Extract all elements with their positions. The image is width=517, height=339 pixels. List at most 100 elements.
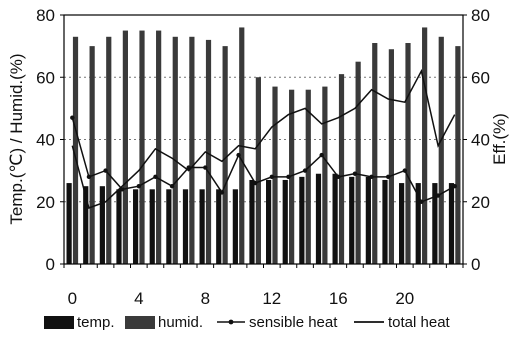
- x-tick-label: 0: [68, 289, 77, 308]
- y-axis-left: 0 20 40 60 80: [36, 6, 64, 274]
- bars: [66, 27, 461, 265]
- y-right-tick-label: 40: [471, 131, 490, 150]
- bar-temp: [349, 176, 355, 264]
- bar-temp: [415, 183, 421, 264]
- y-axis-right: 0 20 40 60 80: [463, 6, 490, 274]
- point-sensible-heat: [419, 199, 424, 204]
- point-sensible-heat: [369, 174, 374, 180]
- legend-label-humid: humid.: [158, 314, 203, 331]
- bar-humid: [172, 36, 178, 264]
- gridlines: [64, 76, 463, 203]
- legend-swatch-humid: [125, 316, 155, 329]
- legend-marker-sensible-heat: [228, 319, 234, 325]
- point-sensible-heat: [219, 190, 225, 195]
- point-sensible-heat: [402, 168, 408, 173]
- legend-label-temp: temp.: [77, 314, 115, 331]
- point-sensible-heat: [452, 183, 457, 189]
- bar-temp: [299, 176, 305, 264]
- legend-label-total-heat: total heat: [388, 314, 451, 331]
- bar-humid: [272, 86, 278, 265]
- x-tick-label: 12: [262, 289, 281, 308]
- bar-humid: [338, 74, 345, 264]
- y-left-tick-label: 60: [36, 68, 55, 87]
- bar-temp: [99, 186, 105, 264]
- y-axis-left-label: Temp.(℃) / Humid.(%): [7, 53, 26, 224]
- point-sensible-heat: [435, 193, 441, 198]
- legend-swatch-temp: [44, 316, 74, 329]
- bar-temp: [216, 189, 222, 264]
- point-sensible-heat: [336, 174, 341, 180]
- point-sensible-heat: [319, 152, 324, 158]
- y-left-tick-label: 0: [46, 255, 55, 274]
- bar-humid: [122, 30, 128, 264]
- bar-temp: [182, 189, 189, 264]
- point-sensible-heat: [86, 174, 92, 180]
- bar-temp: [249, 179, 255, 264]
- bar-humid: [305, 89, 311, 264]
- point-sensible-heat: [236, 152, 241, 158]
- bar-humid: [222, 46, 228, 264]
- bar-temp: [149, 189, 155, 264]
- x-tick-label: 20: [395, 289, 414, 308]
- x-axis: 0 4 8 12 16 20: [63, 264, 464, 308]
- bar-humid: [255, 77, 261, 264]
- bar-temp: [315, 173, 322, 264]
- bar-temp: [399, 183, 405, 264]
- y-right-tick-label: 0: [471, 255, 480, 274]
- bar-humid: [72, 36, 79, 264]
- y-left-tick-label: 20: [36, 193, 55, 212]
- point-sensible-heat: [385, 174, 391, 180]
- point-sensible-heat: [70, 115, 75, 120]
- legend: temp. humid. sensible heat total heat: [44, 314, 451, 331]
- point-sensible-heat: [352, 171, 358, 176]
- bar-humid: [372, 43, 378, 265]
- y-right-tick-label: 80: [471, 6, 490, 25]
- point-sensible-heat: [186, 165, 191, 170]
- point-sensible-heat: [169, 183, 175, 189]
- bar-humid: [388, 49, 394, 264]
- bar-humid: [422, 27, 428, 265]
- bar-humid: [156, 30, 162, 264]
- point-sensible-heat: [153, 174, 158, 180]
- y-right-tick-label: 20: [471, 193, 490, 212]
- x-tick-label: 4: [134, 289, 143, 308]
- bar-humid: [205, 39, 212, 265]
- legend-label-sensible-heat: sensible heat: [249, 314, 338, 331]
- bar-temp: [382, 179, 388, 264]
- bar-temp: [166, 189, 172, 264]
- bar-temp: [83, 186, 89, 264]
- point-sensible-heat: [286, 174, 291, 180]
- bar-temp: [133, 189, 139, 264]
- point-sensible-heat: [136, 183, 142, 189]
- point-sensible-heat: [302, 168, 308, 173]
- bar-humid: [355, 61, 361, 264]
- point-sensible-heat: [203, 165, 208, 170]
- bar-humid: [189, 36, 195, 264]
- y-right-tick-label: 60: [471, 68, 490, 87]
- bar-temp: [232, 189, 238, 264]
- bar-humid: [106, 36, 112, 264]
- bar-temp: [266, 179, 272, 264]
- line-total-heat: [71, 68, 456, 209]
- bar-humid: [139, 30, 145, 264]
- point-sensible-heat: [269, 174, 275, 180]
- lines: [70, 68, 457, 209]
- bar-temp: [282, 179, 288, 264]
- y-left-tick-label: 40: [36, 131, 55, 150]
- bar-humid: [322, 86, 328, 265]
- bar-humid: [89, 46, 95, 264]
- y-left-tick-label: 80: [36, 6, 55, 25]
- bar-temp: [66, 183, 72, 264]
- bar-temp: [199, 189, 205, 264]
- bar-temp: [116, 189, 122, 264]
- y-axis-right-label: Eff.(%): [490, 113, 509, 165]
- bar-temp: [332, 173, 338, 264]
- bar-humid: [405, 43, 411, 265]
- bar-humid: [438, 36, 444, 264]
- bar-temp: [365, 176, 371, 264]
- line-sensible-heat: [71, 117, 456, 203]
- x-tick-label: 16: [329, 289, 348, 308]
- point-sensible-heat: [252, 180, 258, 186]
- bar-temp: [432, 183, 438, 264]
